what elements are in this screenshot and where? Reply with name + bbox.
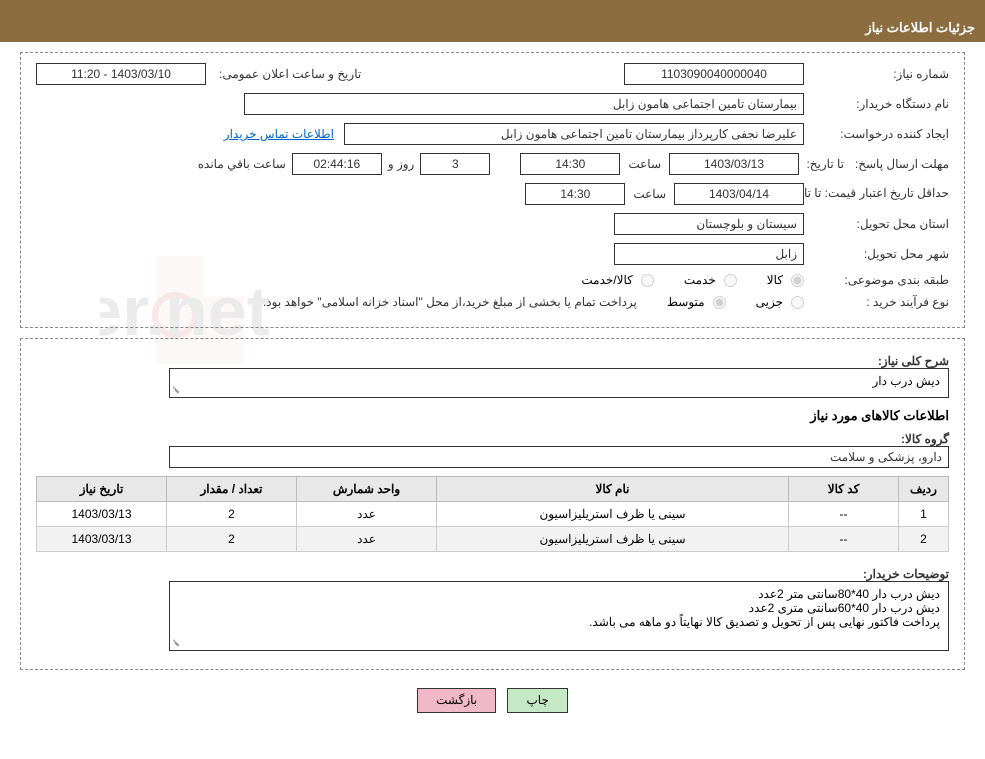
buyer-notes-label: توضیحات خریدار:: [819, 562, 949, 581]
back-button[interactable]: بازگشت: [417, 688, 496, 713]
province-field: سیستان و بلوچستان: [614, 213, 804, 235]
announce-label: تاریخ و ساعت اعلان عمومی:: [219, 67, 361, 81]
deadline-time-field: 14:30: [520, 153, 620, 175]
to-date-label: تا تاریخ:: [804, 157, 844, 171]
announce-field: 1403/03/10 - 11:20: [36, 63, 206, 85]
resize-handle-icon: [172, 638, 182, 648]
type-partial-radio: [791, 296, 804, 309]
purchase-type-group: جزیی متوسط: [667, 295, 804, 309]
table-row: 1 -- سینی یا ظرف استریلیزاسیون عدد 2 140…: [37, 502, 949, 527]
group-field: دارو، پزشکی و سلامت: [169, 446, 949, 468]
buyer-org-label: نام دستگاه خریدار:: [809, 97, 949, 111]
group-label: گروه کالا:: [819, 432, 949, 446]
purchase-type-label: نوع فرآیند خرید :: [809, 295, 949, 309]
deadline-label: مهلت ارسال پاسخ:: [849, 157, 949, 171]
days-field: 3: [420, 153, 490, 175]
deadline-date-field: 1403/03/13: [669, 153, 799, 175]
cat-both-radio: [641, 274, 654, 287]
validity-label: حداقل تاریخ اعتبار قیمت: تا تاریخ:: [809, 186, 949, 202]
category-radio-group: کالا خدمت کالا/خدمت: [581, 273, 804, 287]
contact-link[interactable]: اطلاعات تماس خریدار: [224, 127, 334, 141]
need-number-field: 1103090040000040: [624, 63, 804, 85]
cat-service-label: خدمت: [684, 273, 716, 287]
items-table: ردیف کد کالا نام کالا واحد شمارش تعداد /…: [36, 476, 949, 552]
th-code: کد کالا: [789, 477, 899, 502]
countdown-field: 02:44:16: [292, 153, 382, 175]
category-label: طبقه بندی موضوعی:: [809, 273, 949, 287]
cat-service-radio: [724, 274, 737, 287]
city-label: شهر محل تحویل:: [809, 247, 949, 261]
resize-handle-icon: [172, 385, 182, 395]
need-number-label: شماره نیاز:: [809, 67, 949, 81]
th-row: ردیف: [899, 477, 949, 502]
type-medium-radio: [713, 296, 726, 309]
requester-label: ایجاد کننده درخواست:: [809, 127, 949, 141]
info-panel: شماره نیاز: 1103090040000040 تاریخ و ساع…: [20, 52, 965, 328]
type-medium-label: متوسط: [667, 295, 705, 309]
cat-both-label: کالا/خدمت: [581, 273, 632, 287]
print-button[interactable]: چاپ: [507, 688, 567, 713]
requester-field: علیرضا نجفی کارپرداز بیمارستان تامین اجت…: [344, 123, 804, 145]
buyer-org-field: بیمارستان تامین اجتماعی هامون زابل: [244, 93, 804, 115]
remaining-label: ساعت باقي مانده: [198, 157, 286, 171]
payment-note: پرداخت تمام یا بخشی از مبلغ خرید،از محل …: [263, 295, 637, 309]
days-label: روز و: [388, 157, 415, 171]
province-label: استان محل تحویل:: [809, 217, 949, 231]
validity-date-field: 1403/04/14: [674, 183, 804, 205]
desc-panel: شرح کلی نیاز: دیش درب دار اطلاعات کالاها…: [20, 338, 965, 670]
city-field: زابل: [614, 243, 804, 265]
cat-goods-radio: [791, 274, 804, 287]
table-row: 2 -- سینی یا ظرف استریلیزاسیون عدد 2 140…: [37, 527, 949, 552]
th-name: نام کالا: [437, 477, 789, 502]
buyer-notes-field: دیش درب دار 40*80سانتی متر 2عدد دیش درب …: [169, 581, 949, 651]
time-label-2: ساعت: [633, 187, 666, 201]
desc-title-field: دیش درب دار: [169, 368, 949, 398]
th-date: تاریخ نیاز: [37, 477, 167, 502]
validity-time-field: 14:30: [525, 183, 625, 205]
th-unit: واحد شمارش: [297, 477, 437, 502]
th-qty: تعداد / مقدار: [167, 477, 297, 502]
type-partial-label: جزیی: [756, 295, 783, 309]
cat-goods-label: کالا: [767, 273, 783, 287]
time-label-1: ساعت: [628, 157, 661, 171]
items-heading: اطلاعات کالاهای مورد نیاز: [36, 408, 949, 424]
desc-title-label: شرح کلی نیاز:: [819, 349, 949, 368]
button-row: چاپ بازگشت: [20, 680, 965, 721]
page-title: جزئیات اطلاعات نیاز: [0, 14, 985, 42]
